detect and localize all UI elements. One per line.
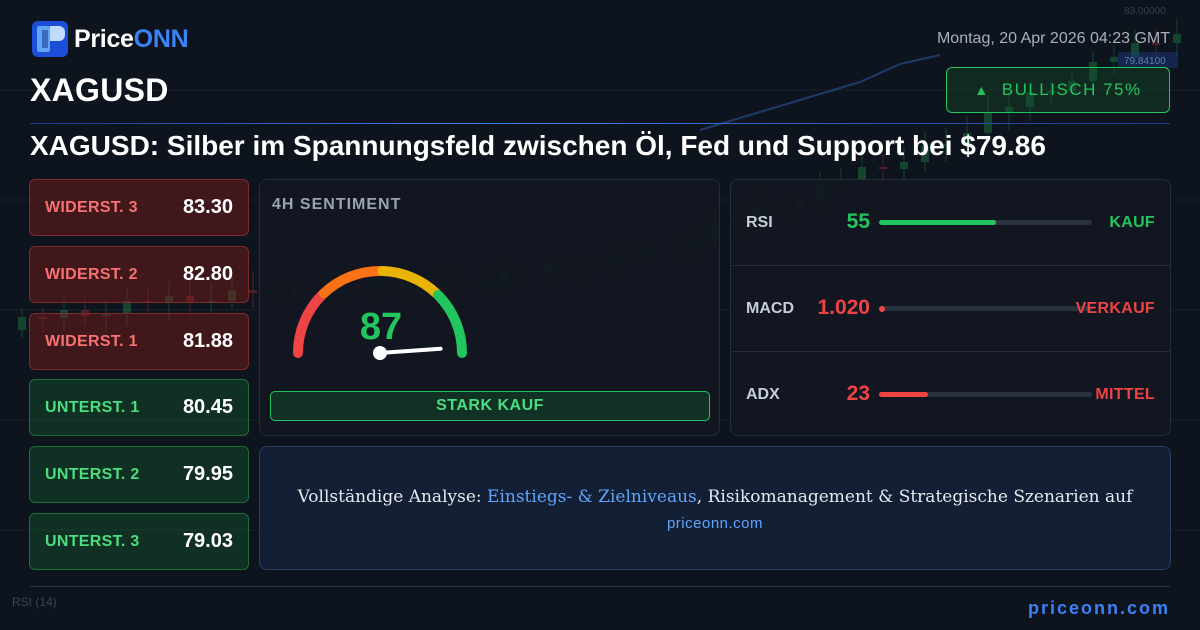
indicator-fill <box>879 392 928 397</box>
bg-candle-body <box>123 301 131 313</box>
level-value: 79.95 <box>182 463 233 485</box>
indicator-name: MACD <box>746 300 794 317</box>
level-label: WIDERST. 1 <box>45 332 138 350</box>
gauge-segment-2 <box>377 266 442 299</box>
level-support-1: UNTERST. 1 80.45 <box>29 379 249 436</box>
indicator-dot <box>879 305 885 312</box>
level-label: UNTERST. 2 <box>45 465 140 483</box>
level-label: UNTERST. 1 <box>45 398 140 416</box>
headline: XAGUSD: Silber im Spannungsfeld zwischen… <box>30 130 1046 161</box>
bg-candle-body <box>102 313 110 316</box>
symbol-title: XAGUSD <box>30 72 169 108</box>
indicator-signal: VERKAUF <box>1075 300 1155 317</box>
bg-candle-body <box>186 296 194 303</box>
sentiment-title: 4H SENTIMENT <box>272 196 402 213</box>
gauge-segment-1 <box>318 266 385 299</box>
gauge-segment-0 <box>293 290 328 358</box>
cta-link[interactable]: Einstiegs- & Zielniveaus <box>487 487 697 507</box>
level-value: 80.45 <box>182 396 233 418</box>
indicator-fill <box>879 220 997 225</box>
bg-candle-body <box>60 310 68 318</box>
indicator-track <box>879 305 1092 312</box>
indicator-value: 55 <box>846 210 870 233</box>
signal-badge: ▲ BULLISCH 75% <box>946 67 1170 113</box>
brand-logo[interactable]: PriceONN <box>32 21 189 57</box>
gauge-hub <box>373 346 387 360</box>
indicator-signal: MITTEL <box>1095 386 1155 403</box>
bg-candle-body <box>228 290 236 301</box>
sentiment-verdict: STARK KAUF <box>270 391 710 421</box>
bg-candle-body <box>963 133 971 144</box>
bg-candle-body <box>1131 43 1139 57</box>
level-support-2: UNTERST. 2 79.95 <box>29 446 249 503</box>
level-support-3: UNTERST. 3 79.03 <box>29 513 249 570</box>
bg-candle-body <box>1110 57 1118 62</box>
indicator-row-rsi: RSI 55 KAUF <box>731 180 1170 265</box>
timestamp: Montag, 20 Apr 2026 04:23 GMT <box>936 30 1170 47</box>
bg-candle-body <box>39 317 47 319</box>
brand-name: PriceONN <box>74 24 189 53</box>
svg-text:79.84100: 79.84100 <box>1124 56 1166 67</box>
level-label: WIDERST. 2 <box>45 265 138 283</box>
level-value: 79.03 <box>182 530 233 552</box>
indicator-track <box>879 220 1092 225</box>
bg-candle-body <box>1152 43 1160 45</box>
level-value: 81.88 <box>182 330 233 352</box>
bg-candle-body <box>249 290 257 293</box>
level-label: UNTERST. 3 <box>45 532 140 550</box>
footer-url-link[interactable]: priceonn.com <box>1027 598 1170 618</box>
sentiment-panel: 4H SENTIMENT 87 STARK KAUF <box>259 179 720 436</box>
footer-divider <box>30 586 1170 587</box>
indicator-value: 23 <box>846 382 870 405</box>
level-resistance-1: WIDERST. 1 81.88 <box>29 313 249 370</box>
cta-text: Vollständige Analyse: Einstiegs- & Zieln… <box>297 487 1133 507</box>
indicator-track <box>879 392 1092 397</box>
header-divider <box>30 123 1170 124</box>
bg-candle-body <box>921 146 929 162</box>
indicator-row-adx: ADX 23 MITTEL <box>731 351 1170 436</box>
level-resistance-3: WIDERST. 3 83.30 <box>29 179 249 236</box>
level-value: 82.80 <box>182 263 233 285</box>
svg-text:83.00000: 83.00000 <box>1124 6 1166 17</box>
indicators-panel: RSI 55 KAUF MACD 1.020 VERKAUF ADX 23 MI… <box>730 179 1171 436</box>
bg-candle-body <box>858 167 866 179</box>
bg-candle-body <box>165 296 173 303</box>
bg-candle-body <box>18 317 26 330</box>
arrow-up-icon: ▲ <box>974 82 990 98</box>
logo-mark-icon <box>32 21 68 57</box>
svg-text:RSI (14): RSI (14) <box>12 595 57 609</box>
bg-candle-body <box>879 167 887 169</box>
indicator-name: RSI <box>746 214 773 231</box>
bg-candle-body <box>942 144 950 146</box>
analysis-cta-panel: Vollständige Analyse: Einstiegs- & Zieln… <box>259 446 1171 570</box>
level-value: 83.30 <box>182 196 233 218</box>
bg-candle-body <box>1068 81 1076 91</box>
sentiment-gauge <box>293 266 467 360</box>
gauge-segment-3 <box>432 290 467 358</box>
level-resistance-2: WIDERST. 2 82.80 <box>29 246 249 303</box>
bg-candle-body <box>1173 34 1181 43</box>
bg-candle-body <box>1089 62 1097 81</box>
cta-url-link[interactable]: priceonn.com <box>666 515 764 532</box>
bg-candle-body <box>1026 92 1034 107</box>
indicator-row-macd: MACD 1.020 VERKAUF <box>731 265 1170 350</box>
indicator-value: 1.020 <box>817 296 870 319</box>
indicator-name: ADX <box>746 386 780 403</box>
bg-candle-body <box>1047 91 1055 93</box>
level-label: WIDERST. 3 <box>45 198 138 216</box>
bg-candle-body <box>900 162 908 169</box>
indicator-signal: KAUF <box>1109 214 1155 231</box>
gauge-needle <box>378 346 443 355</box>
sentiment-score: 87 <box>359 306 403 348</box>
bg-candle-body <box>1005 107 1013 113</box>
signal-label: BULLISCH 75% <box>1001 80 1142 99</box>
